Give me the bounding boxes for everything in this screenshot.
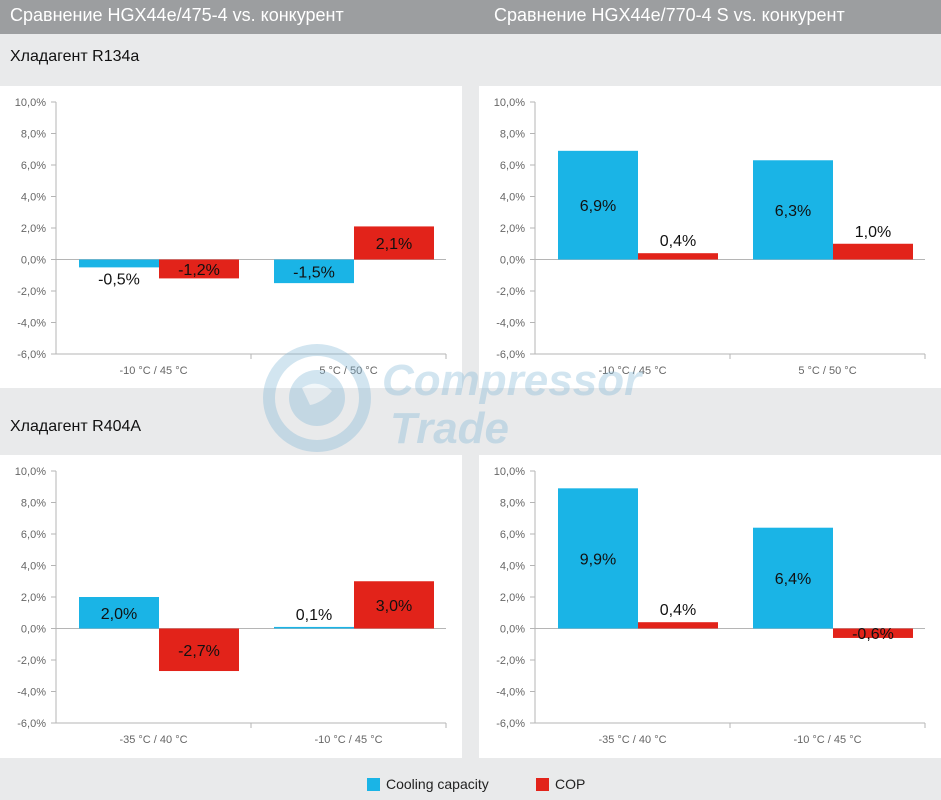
- cooling-capacity-bar: [274, 259, 354, 284]
- bar-value-label: 3,0%: [376, 598, 412, 615]
- bar-value-label: 2,0%: [101, 606, 137, 623]
- cop-bar: [354, 226, 434, 260]
- watermark-line2: Trade: [390, 404, 509, 453]
- y-tick-label: 2,0%: [500, 592, 525, 604]
- x-category-label: -10 °C / 45 °C: [793, 734, 861, 746]
- section-label-r404a: Хладагент R404A: [10, 418, 142, 435]
- x-category-label: 5 °C / 50 °C: [798, 365, 856, 377]
- cop-bar: [159, 628, 239, 672]
- y-tick-label: -6,0%: [17, 349, 46, 361]
- chart-r134a-475: -6,0% -4,0% -2,0% 0,0% 2,0% 4,0% 6,0% 8,0% 10,0%…: [15, 97, 447, 377]
- y-tick-label: 4,0%: [500, 561, 525, 573]
- y-tick-label: 6,0%: [21, 529, 46, 541]
- legend-label-cooling: Cooling capacity: [386, 776, 489, 792]
- x-category-label: 5 °C / 50 °C: [319, 365, 377, 377]
- y-tick-label: -2,0%: [496, 655, 525, 667]
- y-tick-label: 8,0%: [500, 498, 525, 510]
- legend-swatch-cop: [536, 777, 549, 791]
- y-tick-label: -2,0%: [496, 286, 525, 298]
- cooling-capacity-bar: [79, 259, 159, 268]
- y-tick-label: 8,0%: [21, 129, 46, 141]
- cooling-capacity-bar: [753, 527, 833, 629]
- bar-value-label: -1,5%: [293, 264, 335, 281]
- legend-item-cop: COP: [536, 776, 585, 792]
- bar-value-label: 2,1%: [376, 236, 412, 253]
- cop-bar: [833, 243, 913, 260]
- y-tick-label: 10,0%: [494, 97, 525, 109]
- bar-value-label: 0,4%: [660, 602, 696, 619]
- cop-bar: [638, 253, 718, 260]
- right-column-title: Сравнение HGX44e/770-4 S vs. конкурент: [494, 5, 845, 25]
- cop-bar: [638, 622, 718, 629]
- bar-value-label: -0,5%: [98, 271, 140, 288]
- bar-value-label: 6,3%: [775, 203, 811, 220]
- bar-value-label: -2,7%: [178, 643, 220, 660]
- y-tick-label: 0,0%: [21, 624, 46, 636]
- y-tick-label: 10,0%: [494, 466, 525, 478]
- x-category-label: -35 °C / 40 °C: [119, 734, 187, 746]
- cooling-capacity-bar: [753, 160, 833, 260]
- y-tick-label: 2,0%: [21, 592, 46, 604]
- bar-value-label: -0,6%: [852, 626, 894, 643]
- y-tick-label: 6,0%: [500, 529, 525, 541]
- cop-bar: [354, 581, 434, 629]
- y-tick-label: -4,0%: [17, 318, 46, 330]
- header-bar: Сравнение HGX44e/475-4 vs. конкурент Сра…: [0, 0, 941, 34]
- y-tick-label: -4,0%: [17, 687, 46, 699]
- y-tick-label: -2,0%: [17, 286, 46, 298]
- bar-value-label: 6,9%: [580, 198, 616, 215]
- cooling-capacity-bar: [274, 626, 354, 629]
- bar-value-label: 6,4%: [775, 571, 811, 588]
- y-tick-label: -4,0%: [496, 318, 525, 330]
- y-tick-label: -6,0%: [496, 718, 525, 730]
- cooling-capacity-bar: [558, 150, 638, 260]
- bar-value-label: -1,2%: [178, 262, 220, 279]
- y-tick-label: 0,0%: [500, 624, 525, 636]
- y-tick-label: 8,0%: [21, 498, 46, 510]
- chart-panel-r404a-475: -6,0% -4,0% -2,0% 0,0% 2,0% 4,0% 6,0% 8,0% 10,0%…: [0, 455, 462, 758]
- x-category-label: -10 °C / 45 °C: [598, 365, 666, 377]
- cooling-capacity-bar: [558, 488, 638, 629]
- section-label-r134a: Хладагент R134a: [10, 48, 140, 65]
- y-tick-label: 10,0%: [15, 97, 46, 109]
- chart-panel-r134a-475: -6,0% -4,0% -2,0% 0,0% 2,0% 4,0% 6,0% 8,0% 10,0%…: [0, 86, 462, 388]
- y-tick-label: 10,0%: [15, 466, 46, 478]
- legend-item-cooling: Cooling capacity: [367, 776, 489, 792]
- y-tick-label: 0,0%: [500, 255, 525, 267]
- chart-legend: Cooling capacity COP: [0, 776, 941, 796]
- y-tick-label: -4,0%: [496, 687, 525, 699]
- y-tick-label: 4,0%: [21, 192, 46, 204]
- y-tick-label: -6,0%: [17, 718, 46, 730]
- x-category-label: -35 °C / 40 °C: [598, 734, 666, 746]
- x-category-label: -10 °C / 45 °C: [314, 734, 382, 746]
- cooling-capacity-bar: [79, 597, 159, 629]
- legend-label-cop: COP: [555, 776, 586, 792]
- y-tick-label: 2,0%: [500, 223, 525, 235]
- chart-r404a-475: -6,0% -4,0% -2,0% 0,0% 2,0% 4,0% 6,0% 8,0% 10,0%…: [15, 466, 447, 746]
- y-tick-label: 2,0%: [21, 223, 46, 235]
- chart-panel-r404a-770: -6,0% -4,0% -2,0% 0,0% 2,0% 4,0% 6,0% 8,0% 10,0%…: [479, 455, 941, 758]
- y-tick-label: -6,0%: [496, 349, 525, 361]
- chart-panel-r134a-770: -6,0% -4,0% -2,0% 0,0% 2,0% 4,0% 6,0% 8,0% 10,0%…: [479, 86, 941, 388]
- y-tick-label: 6,0%: [500, 160, 525, 172]
- bar-value-label: 1,0%: [855, 224, 891, 241]
- chart-r404a-770: -6,0% -4,0% -2,0% 0,0% 2,0% 4,0% 6,0% 8,0% 10,0%…: [494, 466, 926, 746]
- bar-value-label: 9,9%: [580, 551, 616, 568]
- chart-r134a-770: -6,0% -4,0% -2,0% 0,0% 2,0% 4,0% 6,0% 8,0% 10,0%…: [494, 97, 926, 377]
- x-category-label: -10 °C / 45 °C: [119, 365, 187, 377]
- bar-value-label: 0,4%: [660, 233, 696, 250]
- cop-bar: [159, 259, 239, 279]
- y-tick-label: 8,0%: [500, 129, 525, 141]
- y-tick-label: 0,0%: [21, 255, 46, 267]
- y-tick-label: -2,0%: [17, 655, 46, 667]
- cop-bar: [833, 628, 913, 638]
- bar-value-label: 0,1%: [296, 607, 332, 624]
- legend-swatch-cooling: [367, 777, 380, 791]
- y-tick-label: 4,0%: [500, 192, 525, 204]
- y-tick-label: 6,0%: [21, 160, 46, 172]
- left-column-title: Сравнение HGX44e/475-4 vs. конкурент: [10, 5, 344, 25]
- y-tick-label: 4,0%: [21, 561, 46, 573]
